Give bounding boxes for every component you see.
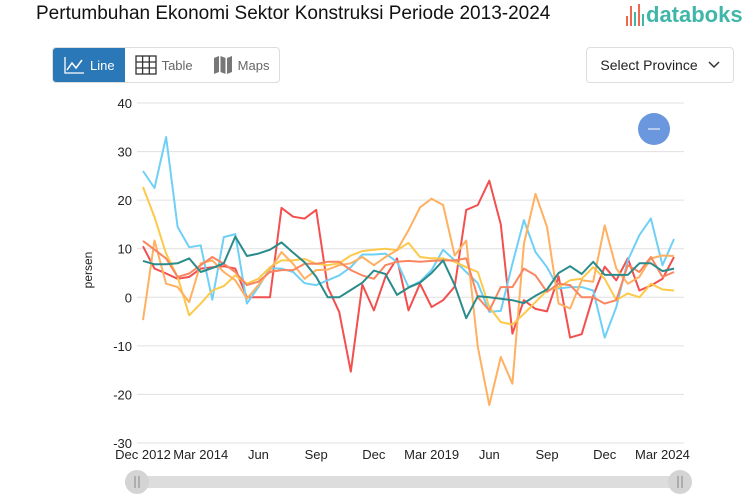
series-line-1[interactable] xyxy=(142,179,675,373)
x-tick-label: Mar 2014 xyxy=(173,447,228,462)
slider-track[interactable] xyxy=(125,476,691,488)
range-slider[interactable] xyxy=(125,470,692,494)
x-tick-label: Dec xyxy=(593,447,617,462)
series-line-4[interactable] xyxy=(142,192,675,407)
y-tick-label: 10 xyxy=(118,242,132,257)
series-line-5[interactable] xyxy=(142,240,675,312)
tab-table[interactable]: Table xyxy=(125,48,203,82)
tab-line[interactable]: Line xyxy=(53,48,125,82)
tab-maps[interactable]: Maps xyxy=(203,48,280,82)
x-tick-label: Sep xyxy=(535,447,558,462)
map-icon xyxy=(213,56,232,74)
x-tick-label: Jun xyxy=(479,447,500,462)
y-tick-label: 0 xyxy=(125,290,132,305)
y-tick-label: -20 xyxy=(113,387,132,402)
y-tick-label: -10 xyxy=(113,339,132,354)
x-tick-label: Sep xyxy=(305,447,328,462)
line-chart-icon xyxy=(64,57,84,74)
select-province-label: Select Province xyxy=(600,57,698,73)
x-tick-label: Dec xyxy=(362,447,386,462)
y-axis-label: persen xyxy=(81,252,95,289)
y-tick-label: -30 xyxy=(113,436,132,451)
x-tick-label: Jun xyxy=(248,447,269,462)
select-province-dropdown[interactable]: Select Province xyxy=(586,47,734,83)
table-icon xyxy=(134,55,157,75)
x-tick-label: Dec 2012 xyxy=(115,447,171,462)
chevron-down-icon xyxy=(708,61,720,69)
slider-handle-right[interactable] xyxy=(668,470,692,494)
slider-handle-left[interactable] xyxy=(125,470,149,494)
chart-title: Pertumbuhan Ekonomi Sektor Konstruksi Pe… xyxy=(36,3,551,24)
view-switcher: Line Table Maps xyxy=(52,47,281,83)
tab-label: Line xyxy=(90,57,115,73)
logo-text: databoks xyxy=(646,2,743,27)
logo-bars-icon xyxy=(626,4,644,26)
x-tick-label: Mar 2019 xyxy=(404,447,459,462)
databoks-logo: databoks xyxy=(626,2,743,28)
tab-label: Table xyxy=(161,57,193,73)
x-tick-label: Mar 2024 xyxy=(635,447,690,462)
series-line-6[interactable] xyxy=(142,235,675,320)
reset-zoom-button[interactable] xyxy=(638,113,670,145)
y-tick-label: 40 xyxy=(118,96,132,111)
y-tick-label: 30 xyxy=(118,145,132,160)
y-tick-label: 20 xyxy=(118,193,132,208)
tab-label: Maps xyxy=(237,57,270,73)
series-line-3[interactable] xyxy=(142,186,675,326)
